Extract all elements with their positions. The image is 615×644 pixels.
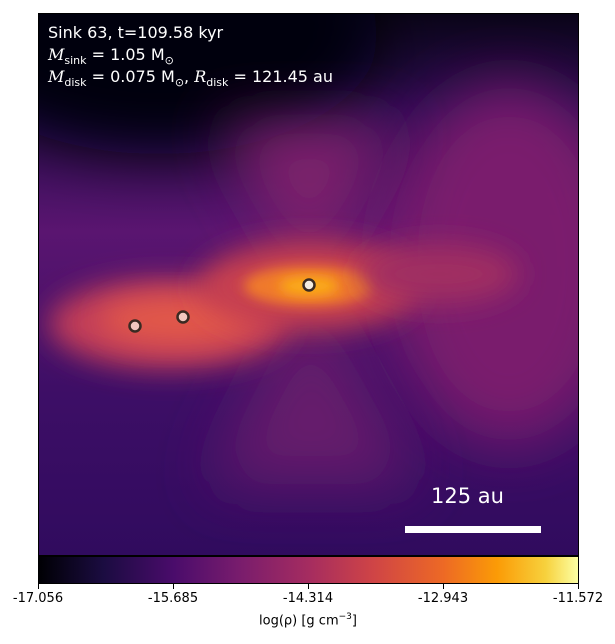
colorbar [38,556,579,584]
scale-bar-label: 125 au [431,484,504,508]
colorbar-tick [173,584,174,589]
colorbar-tick-label: -17.056 [12,591,64,606]
colorbar-tick-label: -14.314 [282,591,334,606]
sink-left-2 [176,310,190,324]
colorbar-tick-label: -15.685 [147,591,199,606]
colorbar-tick [38,584,39,589]
sink-mass-line: Msink = 1.05 M⊙ [48,45,174,67]
scale-bar [405,526,541,533]
colorbar-tick [308,584,309,589]
density-image [39,14,578,555]
colorbar-tick [443,584,444,589]
sink-left-1 [128,319,142,333]
sink-central [302,278,316,292]
colorbar-tick-label: -11.572 [552,591,604,606]
disk-info-line: Mdisk = 0.075 M⊙, Rdisk = 121.45 au [48,67,333,89]
colorbar-label: log(ρ) [g cm−3] [259,612,357,629]
density-map: Sink 63, t=109.58 kyr Msink = 1.05 M⊙ Md… [38,13,579,556]
sink-info-line1: Sink 63, t=109.58 kyr [48,23,224,42]
colorbar-tick-label: -12.943 [417,591,469,606]
colorbar-tick [578,584,579,589]
